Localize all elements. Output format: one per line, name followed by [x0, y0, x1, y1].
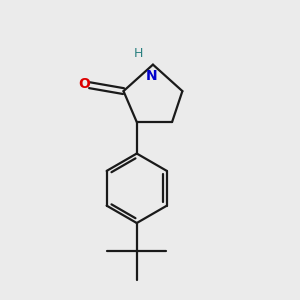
Text: O: O [78, 77, 90, 91]
Text: H: H [134, 47, 143, 60]
Text: N: N [146, 69, 157, 83]
